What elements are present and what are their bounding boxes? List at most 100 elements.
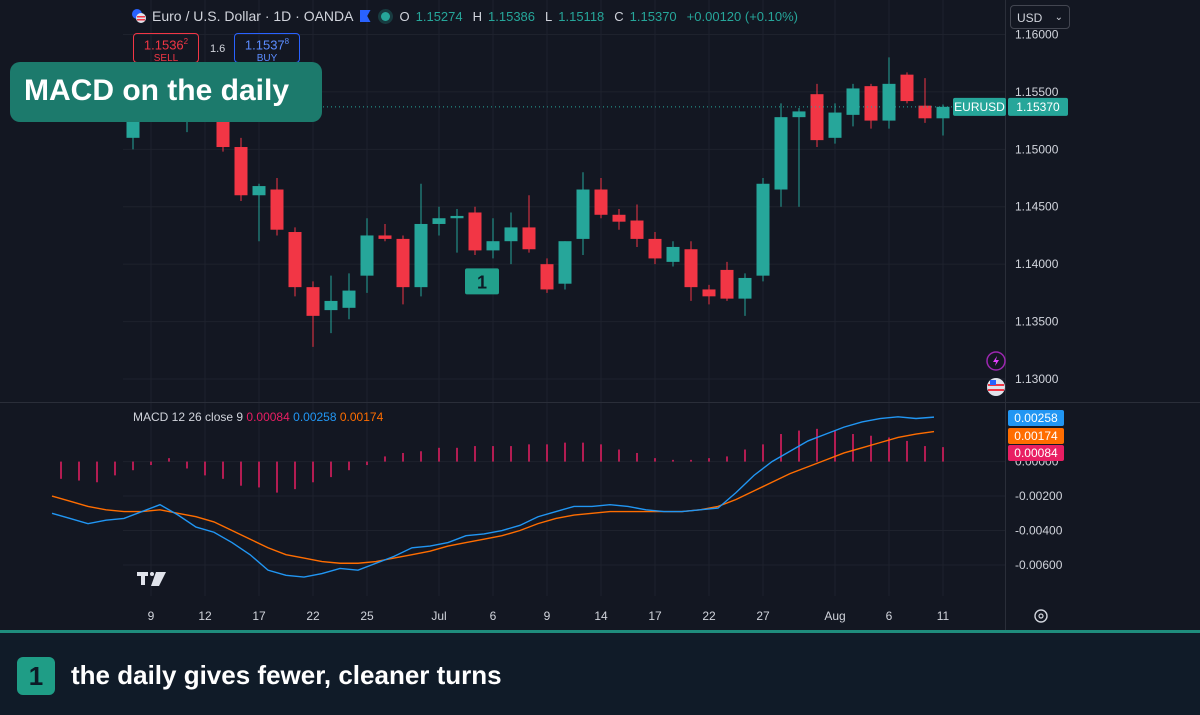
time-tick-label: Jul	[431, 609, 446, 623]
candle-body	[540, 264, 554, 290]
candle-body	[450, 215, 464, 219]
candle	[900, 72, 914, 104]
time-axis[interactable]: 9 12 17 22 25 Jul 6 9 14 17 22 27 Aug 6 11	[148, 609, 950, 623]
macd-line	[51, 416, 935, 578]
candle	[450, 209, 464, 253]
candle	[594, 178, 608, 219]
time-tick-label: 22	[702, 609, 716, 623]
macd-legend-signal: 0.00174	[339, 410, 384, 424]
sell-button[interactable]: 1.15362 SELL	[133, 33, 199, 64]
candle	[720, 261, 734, 301]
macd-tick-label: -0.00600	[1015, 558, 1063, 572]
macd-value-tag-bg	[1008, 410, 1064, 426]
sell-price: 1.15362	[143, 37, 189, 53]
candle	[936, 104, 950, 136]
macd-legend-hist: 0.00084	[246, 410, 290, 424]
bookmark-flag-icon[interactable]	[359, 10, 371, 22]
candle-body	[234, 147, 248, 196]
currency-value: USD	[1017, 11, 1043, 25]
ohlc-high-value: 1.15386	[488, 8, 536, 24]
macd-tick-label: -0.00200	[1015, 489, 1063, 503]
time-tick-label: 6	[490, 609, 497, 623]
signal-line	[51, 430, 935, 564]
candle	[774, 103, 788, 207]
macd-tick-label: -0.00400	[1015, 524, 1063, 538]
chevron-down-icon: ⌄	[1054, 12, 1063, 23]
time-tick-label: 6	[886, 609, 893, 623]
candle	[342, 273, 356, 320]
candle-body	[252, 186, 266, 196]
tradingview-logo-icon	[137, 572, 166, 586]
callout-title: MACD on the daily	[10, 62, 322, 122]
ohlc-open-key: O	[399, 8, 410, 24]
buy-price: 1.15378	[244, 37, 290, 53]
candle-body	[846, 88, 860, 115]
price-tick-label: 1.15500	[1015, 85, 1059, 99]
price-axis[interactable]: 1.16000 1.15500 1.15000 1.14500 1.14000 1.135…	[1015, 27, 1059, 386]
candle	[486, 218, 500, 259]
price-tick-label: 1.15000	[1015, 142, 1059, 156]
signal-value-tag: 0.00174	[1014, 429, 1058, 443]
candle-body	[432, 218, 446, 224]
candle-body	[684, 249, 698, 288]
annotation-marker-label: 1	[477, 272, 487, 292]
candle-body	[702, 289, 716, 297]
eur-usd-flag-icon	[132, 9, 146, 23]
candle-body	[918, 105, 932, 119]
candle	[360, 218, 374, 293]
last-price-tag-label: 1.15370	[1016, 100, 1060, 114]
chart-canvas[interactable]: 1.16000 1.15500 1.15000 1.14500 1.14000 1.135…	[0, 0, 1200, 630]
time-tick-label: 27	[756, 609, 770, 623]
currency-select[interactable]: USD ⌄	[1010, 5, 1070, 29]
candle	[396, 235, 410, 305]
price-tick-label: 1.14000	[1015, 257, 1059, 271]
candle-body	[756, 183, 770, 276]
candle-body	[360, 235, 374, 276]
candlestick-series	[126, 57, 950, 347]
candle-body	[666, 246, 680, 262]
candle-body	[504, 227, 518, 242]
price-tick-label: 1.13500	[1015, 315, 1059, 329]
candle-body	[342, 290, 356, 308]
candle-body	[864, 86, 878, 121]
symbol-tag-label: EURUSD	[954, 100, 1005, 114]
buy-button[interactable]: 1.15378 BUY	[234, 33, 300, 64]
spread-value: 1.6	[210, 43, 226, 55]
settings-gear-icon	[1034, 609, 1048, 623]
candle	[270, 178, 284, 236]
time-tick-label: 17	[648, 609, 662, 623]
candle	[288, 227, 302, 297]
candle-body	[306, 287, 320, 316]
symbol-title[interactable]: Euro / U.S. Dollar · 1D · OANDA	[152, 8, 354, 24]
candle	[576, 172, 590, 255]
time-tick-label: 9	[544, 609, 551, 623]
macd-histogram	[60, 428, 944, 493]
candle	[918, 78, 932, 123]
candle	[792, 107, 806, 207]
market-open-icon	[380, 11, 390, 21]
candle-body	[414, 223, 428, 288]
tradingview-logo-stem	[141, 572, 145, 585]
macd-legend[interactable]: MACD 12 26 close 9 0.00084 0.00258 0.001…	[133, 410, 383, 424]
candle-body	[324, 300, 338, 311]
macd-axis[interactable]: 0.00000-0.00200-0.00400-0.00600	[1015, 455, 1063, 572]
candle-body	[648, 238, 662, 259]
candle-body	[720, 269, 734, 299]
candle-body	[612, 214, 626, 222]
ohlc-low-value: 1.15118	[558, 8, 605, 24]
price-tick-label: 1.16000	[1015, 27, 1059, 41]
ohlc-close-value: 1.15370	[629, 8, 677, 24]
candle	[756, 178, 770, 282]
candle	[252, 183, 266, 242]
ohlc-open-value: 1.15274	[415, 8, 463, 24]
candle-body	[288, 232, 302, 288]
candle-body	[594, 189, 608, 215]
price-tick-label: 1.14500	[1015, 200, 1059, 214]
symbol-header[interactable]: Euro / U.S. Dollar · 1D · OANDA O 1.15274…	[132, 8, 802, 24]
candle-body	[576, 189, 590, 239]
time-tick-label: 25	[360, 609, 374, 623]
candle-body	[810, 94, 824, 141]
candle	[306, 281, 320, 347]
candle	[864, 83, 878, 129]
candle	[468, 206, 482, 255]
